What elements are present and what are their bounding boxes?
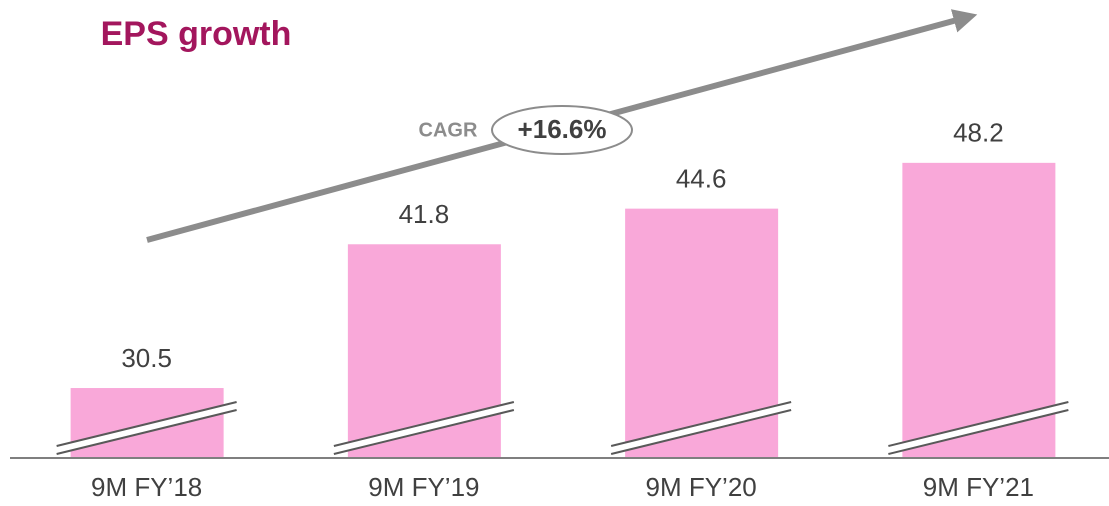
cagr-ellipse — [491, 105, 633, 155]
axis-break-gap — [333, 402, 514, 454]
x-tick-label: 9M FY’20 — [645, 472, 756, 502]
bar — [625, 208, 779, 458]
axis-break-gap — [611, 402, 792, 454]
axis-break-line — [888, 401, 1069, 447]
x-tick-label: 9M FY’21 — [923, 472, 1034, 502]
x-tick-label: 9M FY’18 — [91, 472, 202, 502]
axis-break-gap — [888, 402, 1069, 454]
chart-title: EPS growth — [101, 15, 292, 53]
bar — [902, 162, 1056, 458]
axis-break-line — [610, 401, 792, 447]
x-tick-label: 9M FY’19 — [368, 472, 479, 502]
axis-break-gap — [56, 402, 237, 454]
value-label: 44.6 — [676, 164, 727, 194]
axis-break-line — [333, 409, 515, 455]
axis-break-line — [333, 401, 515, 447]
bar — [347, 244, 501, 458]
value-label: 30.5 — [121, 343, 172, 373]
axis-break-line — [56, 409, 237, 455]
cagr-value: +16.6% — [518, 114, 607, 144]
axis-break-line — [888, 409, 1069, 455]
axis-break-line — [610, 409, 792, 455]
value-label: 48.2 — [953, 118, 1004, 148]
value-label: 41.8 — [399, 199, 450, 229]
axis-break-line — [56, 401, 237, 447]
cagr-label: CAGR — [419, 119, 478, 141]
